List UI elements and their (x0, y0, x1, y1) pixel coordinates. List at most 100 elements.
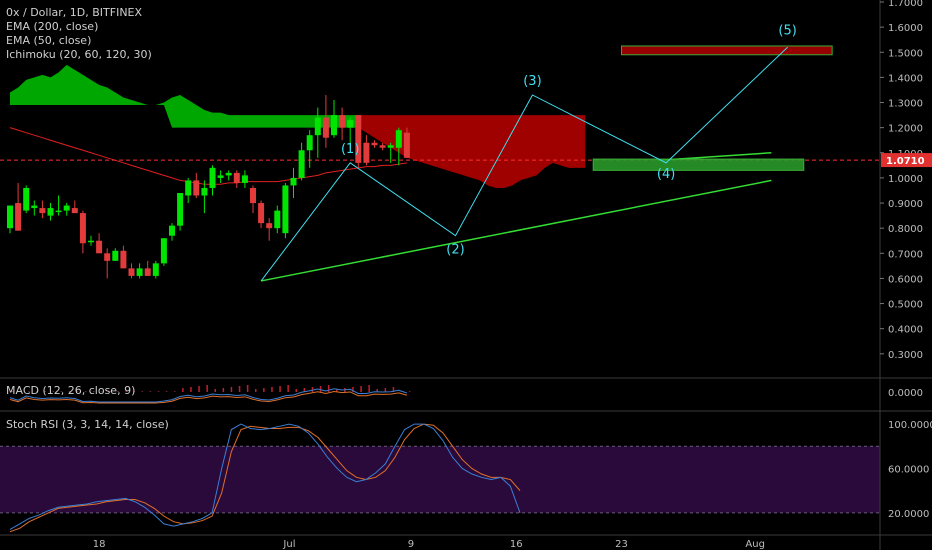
macd-bar (52, 391, 54, 392)
macd-bar (174, 391, 176, 392)
macd-bar (303, 388, 306, 392)
macd-bar (68, 391, 71, 392)
candle-body (331, 115, 337, 136)
candle-body (177, 192, 184, 226)
price-tick-label: 1.3000 (888, 99, 923, 110)
macd-bar (12, 391, 14, 392)
macd-panel: 0.0000 (9, 385, 923, 404)
macd-bar (360, 386, 362, 392)
candle-body (363, 142, 370, 163)
candle-body (88, 240, 94, 243)
macd-label-text: MACD (12, 26, close, 9) (6, 384, 136, 397)
macd-bar (93, 391, 95, 392)
candle-body (241, 175, 248, 183)
legend-ichimoku: Ichimoku (20, 60, 120, 30) (6, 48, 152, 61)
macd-bar (295, 389, 297, 392)
candle-body (306, 135, 313, 151)
macd-bar (230, 387, 233, 392)
price-tick-label: 0.7000 (888, 249, 923, 260)
macd-bar (222, 388, 225, 392)
candle-body (136, 268, 143, 276)
wave-label: (3) (523, 74, 541, 89)
candle-body (120, 250, 127, 269)
macd-bar (384, 388, 387, 392)
macd-bar (182, 388, 184, 392)
candle-body (225, 172, 232, 176)
candle-body (233, 172, 240, 183)
candle-body (96, 240, 103, 254)
macd-bar (133, 391, 135, 392)
stoch-tick-label: 60.0000 (888, 464, 929, 475)
time-tick-label: Aug (745, 539, 765, 550)
macd-bar (392, 387, 395, 392)
wave-label: (5) (778, 24, 796, 39)
candle-body (185, 180, 192, 196)
stoch-tick-label: 100.0000 (888, 420, 932, 431)
macd-bar (101, 391, 103, 392)
macd-bar (125, 391, 127, 392)
candle-body (387, 145, 394, 148)
candle-body (322, 117, 329, 138)
candle-body (403, 132, 410, 158)
wave-label: (4) (657, 167, 675, 182)
price-tick-label: 0.6000 (888, 274, 923, 285)
macd-bar (408, 391, 411, 392)
candle-body (71, 208, 78, 214)
macd-bar (76, 391, 79, 392)
price-tick-label: 1.7000 (888, 0, 923, 9)
candle-body (79, 213, 86, 244)
macd-tick-label: 0.0000 (888, 388, 923, 399)
chart-legend: 0x / Dollar, 1D, BITFINEX EMA (200, clos… (6, 6, 152, 62)
macd-bar (311, 387, 314, 392)
candle-body (355, 115, 362, 163)
macd-bar (28, 391, 30, 392)
candle-body (258, 203, 265, 224)
candle-body (250, 187, 256, 204)
macd-bar (36, 391, 38, 392)
candle-body (193, 180, 200, 196)
last-price-badge (881, 153, 932, 168)
stoch-d-line (9, 423, 521, 533)
elliott-wave-path (260, 46, 788, 282)
price-tick-label: 0.4000 (888, 325, 923, 336)
candle-body (144, 268, 151, 276)
macd-bar (165, 391, 168, 392)
macd-signal-line (9, 391, 408, 404)
candle-body (112, 250, 119, 261)
macd-bar (246, 385, 249, 392)
time-tick-label: 18 (93, 539, 106, 550)
candle-body (31, 205, 38, 209)
macd-bar (117, 391, 119, 392)
macd-bar (368, 385, 370, 392)
macd-bar (44, 391, 46, 392)
candle-body (63, 205, 70, 211)
macd-bar (255, 389, 257, 392)
wave-label: (1) (341, 142, 359, 157)
price-tick-label: 1.5000 (888, 48, 923, 59)
macd-label: MACD (12, 26, close, 9) (6, 384, 135, 398)
macd-bar (376, 389, 378, 392)
macd-line (9, 388, 408, 403)
candle-body (266, 223, 273, 229)
wave-label: (2) (446, 242, 464, 257)
stoch-band (0, 446, 880, 513)
macd-bar (271, 387, 273, 392)
candle-body (39, 208, 46, 214)
candle-body (7, 205, 13, 229)
candle-body (379, 145, 386, 148)
time-tick-label: 16 (510, 539, 523, 550)
legend-ema50: EMA (50, close) (6, 34, 92, 47)
macd-bar (287, 385, 289, 392)
macd-bar (238, 386, 241, 392)
macd-bar (336, 389, 338, 392)
ichimoku-cloud-red (358, 115, 586, 188)
candle-body (160, 238, 167, 264)
candle-body (209, 167, 216, 188)
price-panel: (1) (2) (3) (4) (5) (0, 24, 880, 282)
stoch-label-text: Stoch RSI (3, 3, 14, 14, close) (6, 418, 169, 431)
candle-body (169, 225, 175, 236)
candle-body (217, 175, 224, 178)
candle-body (128, 268, 135, 276)
